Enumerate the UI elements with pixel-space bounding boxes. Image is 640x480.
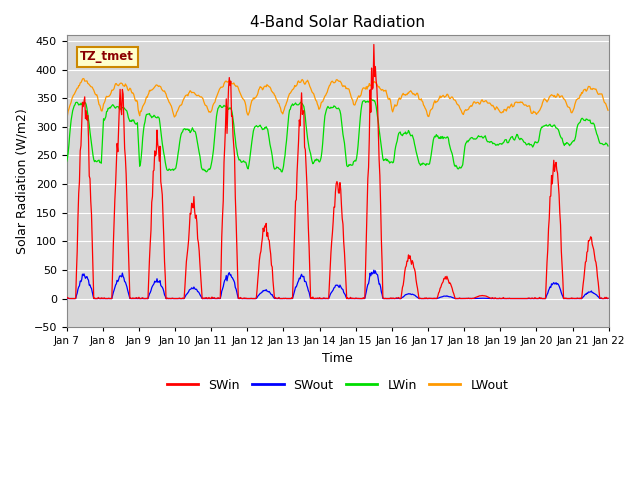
Y-axis label: Solar Radiation (W/m2): Solar Radiation (W/m2): [15, 108, 28, 254]
Title: 4-Band Solar Radiation: 4-Band Solar Radiation: [250, 15, 425, 30]
Legend: SWin, SWout, LWin, LWout: SWin, SWout, LWin, LWout: [162, 374, 513, 397]
Text: TZ_tmet: TZ_tmet: [80, 50, 134, 63]
X-axis label: Time: Time: [323, 352, 353, 365]
